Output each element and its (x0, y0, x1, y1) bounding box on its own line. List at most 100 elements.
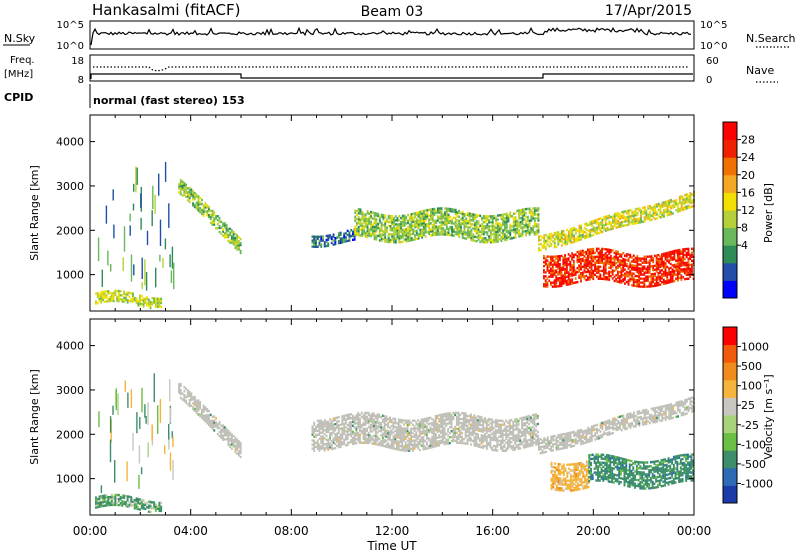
scatter-cell (458, 227, 461, 230)
scatter-cell (410, 429, 412, 432)
scatter-cell (470, 236, 473, 240)
scatter-cell (139, 298, 141, 301)
scatter-cell (337, 438, 340, 441)
scatter-cell (434, 435, 437, 438)
scatter-cell (548, 233, 551, 236)
scatter-cell (656, 205, 658, 208)
scatter-cell (663, 215, 665, 218)
scatter-cell (371, 231, 374, 234)
scatter-cell (634, 218, 637, 221)
scatter-cell (488, 219, 490, 222)
scatter-cell (472, 235, 475, 238)
scatter-cell (455, 441, 458, 444)
scatter-cell (550, 269, 552, 272)
scatter-cell (346, 417, 349, 421)
scatter-cell (602, 247, 605, 251)
scatter-cell (528, 211, 531, 214)
scatter-cell (608, 220, 611, 223)
scatter-cell (594, 221, 597, 224)
scatter-cell (620, 223, 623, 226)
scatter-cell (415, 427, 418, 430)
scatter-cell (419, 232, 422, 236)
scatter-cell (403, 224, 406, 227)
scatter-cell (671, 264, 674, 267)
scatter-cell (687, 263, 690, 266)
scatter-cell (440, 425, 442, 429)
scatter-cell (624, 262, 626, 265)
scatter-cell (353, 416, 356, 419)
scatter-cell (435, 233, 438, 236)
scatter-cell (567, 259, 570, 262)
scatter-cell (227, 433, 230, 437)
scatter-cell (374, 440, 377, 444)
scatter-cell (597, 269, 600, 272)
scatter-cell (382, 224, 385, 227)
scatter-cell (671, 272, 674, 275)
scatter-cell (659, 283, 662, 286)
scatter-cell (415, 237, 418, 240)
scatter-cell (622, 278, 625, 281)
scatter-cell (318, 421, 321, 424)
scatter-cell (606, 250, 609, 253)
scatter-cell (517, 447, 520, 450)
scatter-cell (364, 235, 367, 238)
scatter-cell (634, 208, 637, 211)
scatter-cell (448, 442, 451, 445)
scatter-cell (407, 225, 409, 229)
scatter-cell (500, 225, 503, 229)
scatter-cell (387, 214, 390, 218)
scatter-cell (458, 219, 461, 222)
scatter-cell (195, 409, 198, 412)
scatter-cell (186, 395, 189, 398)
scatter-cell (346, 239, 349, 243)
scatter-cell (498, 214, 501, 217)
scatter-cell (390, 446, 393, 450)
scatter-cell (553, 261, 556, 264)
scatter-cell (535, 209, 538, 212)
scatter-cell (406, 429, 409, 432)
scatter-cell (204, 206, 207, 209)
scatter-cell (426, 222, 429, 226)
scatter-cell (661, 265, 663, 268)
scatter-cell (486, 231, 489, 234)
scatter-cell (543, 255, 545, 258)
scatter-cell (384, 220, 387, 223)
scatter-cell (371, 217, 374, 220)
scatter-cell (362, 441, 365, 444)
scatter-cell (507, 429, 509, 432)
scatter-cell (670, 200, 672, 204)
scatter-cell (366, 441, 368, 445)
scatter-cell (553, 255, 556, 258)
scatter-cell (313, 235, 316, 238)
scatter-cell (343, 440, 346, 443)
scatter-cell (675, 251, 677, 254)
scatter-cell (495, 226, 498, 229)
scatter-cell (488, 237, 490, 240)
scatter-cell (96, 291, 99, 295)
scatter-cell (229, 233, 232, 236)
scatter-cell (659, 210, 662, 213)
scatter-cell (454, 413, 457, 417)
scatter-cell (477, 423, 479, 426)
scatter-cell (359, 417, 361, 421)
scatter-cell (236, 244, 239, 247)
scatter-cell (377, 234, 380, 238)
scatter-cell (571, 233, 574, 236)
scatter-cell (403, 216, 406, 219)
scatter-cell (643, 265, 646, 268)
scatter-cell (599, 253, 602, 256)
scatter-cell (204, 408, 207, 411)
scatter-cell (666, 277, 669, 281)
scatter-cell (370, 220, 372, 224)
scatter-cell (599, 227, 602, 230)
scatter-cell (153, 505, 156, 508)
scatter-cell (362, 415, 365, 419)
scatter-cell (587, 270, 589, 273)
scatter-cell (384, 214, 387, 217)
scatter-cell (414, 214, 416, 217)
scatter-cell (656, 217, 658, 220)
scatter-cell (564, 237, 567, 240)
scatter-cell (689, 205, 692, 209)
scatter-cell (456, 211, 459, 214)
scatter-cell (470, 427, 472, 430)
